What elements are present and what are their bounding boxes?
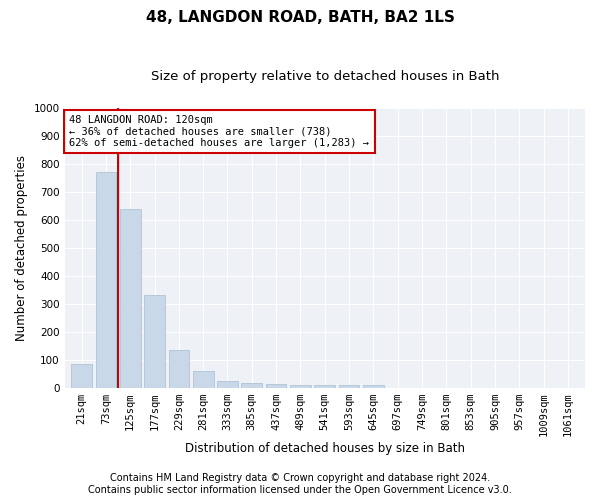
Bar	[314, 385, 335, 388]
Bar	[95, 172, 116, 388]
Bar	[144, 296, 165, 388]
Bar	[120, 208, 140, 388]
Bar	[290, 385, 311, 388]
Bar	[169, 350, 189, 388]
Bar	[217, 381, 238, 388]
Bar	[339, 385, 359, 388]
Bar	[241, 383, 262, 388]
Bar	[363, 385, 384, 388]
Title: Size of property relative to detached houses in Bath: Size of property relative to detached ho…	[151, 70, 499, 83]
Text: Contains HM Land Registry data © Crown copyright and database right 2024.
Contai: Contains HM Land Registry data © Crown c…	[88, 474, 512, 495]
Text: 48, LANGDON ROAD, BATH, BA2 1LS: 48, LANGDON ROAD, BATH, BA2 1LS	[146, 10, 454, 25]
Bar	[266, 384, 286, 388]
Bar	[71, 364, 92, 388]
Bar	[193, 371, 214, 388]
Text: 48 LANGDON ROAD: 120sqm
← 36% of detached houses are smaller (738)
62% of semi-d: 48 LANGDON ROAD: 120sqm ← 36% of detache…	[70, 115, 370, 148]
X-axis label: Distribution of detached houses by size in Bath: Distribution of detached houses by size …	[185, 442, 465, 455]
Y-axis label: Number of detached properties: Number of detached properties	[15, 155, 28, 341]
